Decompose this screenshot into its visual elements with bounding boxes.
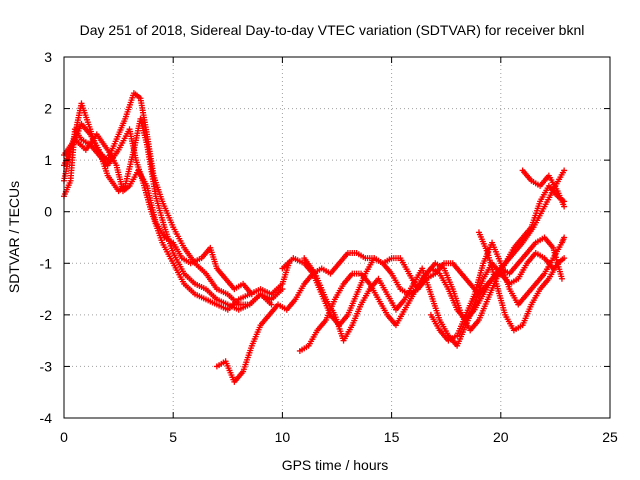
plot-frame xyxy=(63,56,611,419)
y-axis-label: SDTVAR / TECUs xyxy=(6,181,22,293)
y-tick-label: 2 xyxy=(44,101,52,117)
y-tick-label: -2 xyxy=(40,307,53,323)
chart-title: Day 251 of 2018, Sidereal Day-to-day VTE… xyxy=(80,22,585,38)
series-sat-I xyxy=(427,234,568,344)
series-sat-K xyxy=(519,167,568,210)
data-point-marker xyxy=(561,167,568,174)
y-tick-label: 1 xyxy=(44,152,52,168)
data-point-marker xyxy=(558,275,565,282)
ticks-layer: 0 5 10 15 20 25 -4 -3 -2 -1 0 1 2 3 xyxy=(40,49,618,445)
series-sat-J xyxy=(475,229,568,334)
x-tick-label: 10 xyxy=(275,429,291,445)
y-tick-label: 0 xyxy=(44,204,52,220)
x-tick-label: 15 xyxy=(384,429,400,445)
y-tick-label: -4 xyxy=(40,410,53,426)
y-tick-label: 3 xyxy=(44,49,52,65)
x-axis-label: GPS time / hours xyxy=(282,457,389,473)
y-tick-label: -1 xyxy=(40,255,53,271)
data-point-marker xyxy=(561,255,568,262)
data-point-marker xyxy=(268,301,275,308)
x-tick-label: 25 xyxy=(602,429,618,445)
x-tick-label: 5 xyxy=(169,429,177,445)
data-point-marker xyxy=(279,286,286,293)
data-point-marker xyxy=(561,234,568,241)
series-layer xyxy=(61,90,568,385)
series-sat-B xyxy=(61,90,286,308)
series-sat-D xyxy=(61,131,255,298)
x-tick-label: 0 xyxy=(60,429,68,445)
x-tick-label: 20 xyxy=(493,429,509,445)
y-tick-label: -3 xyxy=(40,358,53,374)
series-sat-A xyxy=(61,126,292,313)
data-point-marker xyxy=(561,203,568,210)
series-trace xyxy=(63,133,253,295)
series-trace xyxy=(63,92,283,306)
data-point-marker xyxy=(248,291,255,298)
